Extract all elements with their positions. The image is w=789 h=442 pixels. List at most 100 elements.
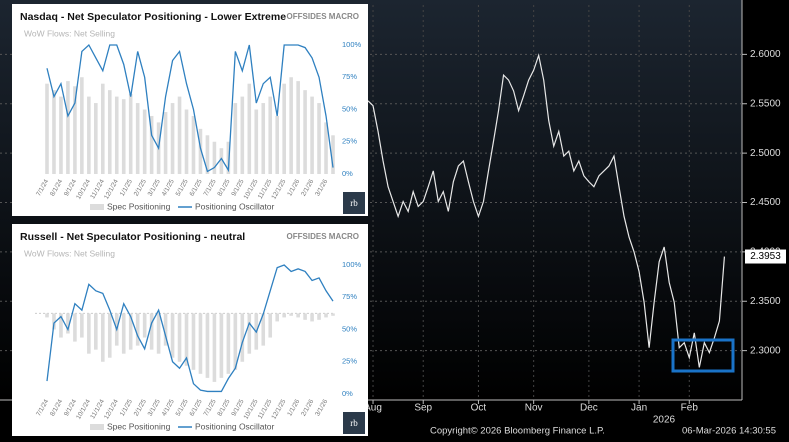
bar xyxy=(247,313,252,354)
highlight-box xyxy=(671,338,735,373)
bar xyxy=(310,313,314,322)
logo: rb xyxy=(350,418,358,428)
y-tick-label: 2.5500 xyxy=(750,98,781,109)
date-stamp: 06-Mar-2026 14:30:55 xyxy=(682,426,776,437)
bar xyxy=(163,313,168,346)
y-tick-label: 50% xyxy=(342,104,357,113)
bar xyxy=(101,83,105,174)
bar xyxy=(233,313,238,370)
bar xyxy=(268,313,273,338)
logo: rb xyxy=(350,198,358,208)
x-tick-label: 12/1/25 xyxy=(270,178,287,201)
bar xyxy=(289,77,293,174)
bar xyxy=(317,313,321,320)
x-tick-label: Nov xyxy=(525,403,543,414)
bar xyxy=(94,313,98,350)
bar xyxy=(73,313,77,342)
bar xyxy=(94,103,98,174)
bar xyxy=(275,313,279,322)
bar xyxy=(59,313,63,338)
x-tick-label: 3/1/26 xyxy=(314,178,329,197)
bar xyxy=(303,90,307,174)
x-tick-label: Feb xyxy=(681,403,699,414)
bar xyxy=(114,96,119,174)
inset-chart: Russell - Net Speculator Positioning - n… xyxy=(12,224,368,436)
bar xyxy=(87,313,91,354)
bar xyxy=(226,141,231,174)
bar xyxy=(142,313,147,338)
bar xyxy=(163,112,168,174)
bar xyxy=(219,148,224,174)
bar xyxy=(80,77,84,174)
bar xyxy=(254,109,259,174)
bar xyxy=(296,81,300,174)
x-tick-label: 12/1/24 xyxy=(103,178,120,201)
bar xyxy=(107,90,112,174)
bar xyxy=(212,141,217,174)
bar xyxy=(331,313,335,316)
bar xyxy=(261,313,266,346)
last-value-box xyxy=(745,249,786,264)
bar xyxy=(324,122,328,174)
y-tick-label: 25% xyxy=(342,357,357,366)
x-tick-label: 3/1/26 xyxy=(314,398,329,417)
line xyxy=(367,53,726,368)
bar xyxy=(121,313,126,354)
source: Copyright© 2026 Bloomberg Finance L.P. xyxy=(430,426,605,437)
bar xyxy=(289,313,293,316)
y-tick-label: 50% xyxy=(342,324,357,333)
y-tick-label: 100% xyxy=(342,260,362,269)
y-tick-label: 2.6000 xyxy=(750,49,781,60)
y-tick-label: 2.3000 xyxy=(750,345,781,356)
bar xyxy=(310,96,314,174)
bar xyxy=(261,103,266,174)
bar xyxy=(205,135,210,174)
logo-box xyxy=(343,192,365,214)
bar xyxy=(121,99,126,174)
y-tick-label: 0% xyxy=(342,169,353,178)
bar xyxy=(128,94,133,174)
bar xyxy=(80,313,84,338)
line xyxy=(46,43,334,173)
bar xyxy=(317,103,321,174)
bar xyxy=(149,115,154,174)
last-value-label: 2.3953 xyxy=(750,251,781,262)
bar xyxy=(198,313,203,374)
line xyxy=(46,264,334,393)
logo-box xyxy=(343,412,365,434)
legend-swatch xyxy=(90,424,104,430)
bar xyxy=(226,313,231,374)
legend-label: Positioning Oscillator xyxy=(195,421,275,431)
bar xyxy=(52,313,56,330)
title: Russell - Net Speculator Positioning - n… xyxy=(20,231,245,243)
brand: OFFSIDES MACRO xyxy=(287,232,359,241)
bar xyxy=(296,313,300,318)
bar xyxy=(247,83,252,174)
bar xyxy=(282,83,286,174)
bar xyxy=(52,90,56,174)
legend-label: Positioning Oscillator xyxy=(195,201,275,211)
bar xyxy=(303,313,307,320)
year-label: 2026 xyxy=(653,415,676,426)
bar xyxy=(240,96,245,174)
bar xyxy=(45,83,49,174)
inset-chart: Nasdaq - Net Speculator Positioning - Lo… xyxy=(12,4,368,216)
x-tick-label: Oct xyxy=(471,403,487,414)
y-tick-label: 0% xyxy=(342,389,353,398)
bar xyxy=(324,313,328,318)
legend-label: Spec Positioning xyxy=(107,201,171,211)
bar xyxy=(191,313,196,370)
bar xyxy=(205,313,210,378)
bar xyxy=(282,313,286,318)
bar xyxy=(107,313,112,358)
brand: OFFSIDES MACRO xyxy=(287,12,359,21)
bar xyxy=(177,96,182,174)
bar xyxy=(198,128,203,174)
bar xyxy=(73,86,77,174)
axis-panel xyxy=(742,0,789,442)
bar xyxy=(135,313,140,346)
bar xyxy=(135,103,140,174)
bar xyxy=(177,313,182,362)
bar xyxy=(87,96,91,174)
